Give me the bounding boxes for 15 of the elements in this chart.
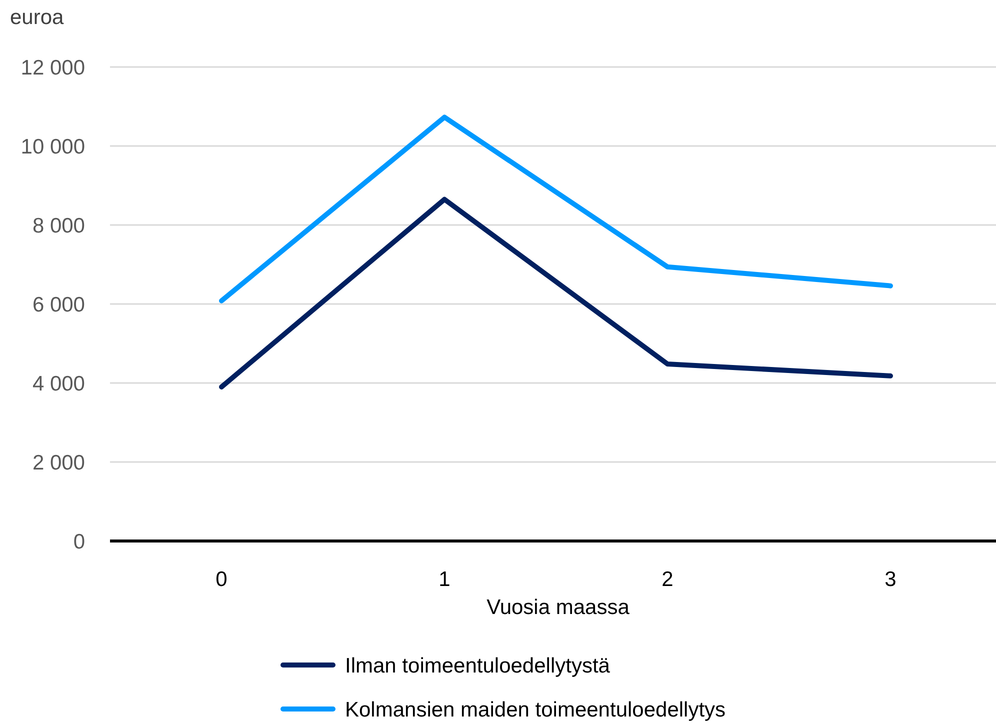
y-axis-title: euroa [10,6,64,29]
x-tick-label: 2 [662,568,674,591]
legend-label: Ilman toimeentuloedellytystä [345,654,610,678]
y-tick-label: 0 [73,530,85,554]
y-tick-label: 2 000 [32,451,85,474]
x-tick-label: 0 [216,568,228,591]
y-tick-label: 10 000 [20,135,85,158]
y-tick-label: 8 000 [32,214,85,238]
y-tick-label: 6 000 [32,293,85,316]
x-tick-label: 1 [438,568,450,591]
legend-label: Kolmansien maiden toimeentuloedellytys [345,698,726,722]
y-tick-label: 4 000 [32,372,85,396]
x-tick-label: 3 [884,568,896,591]
y-tick-label: 12 000 [20,56,85,80]
x-axis-title: Vuosia maassa [486,596,630,619]
